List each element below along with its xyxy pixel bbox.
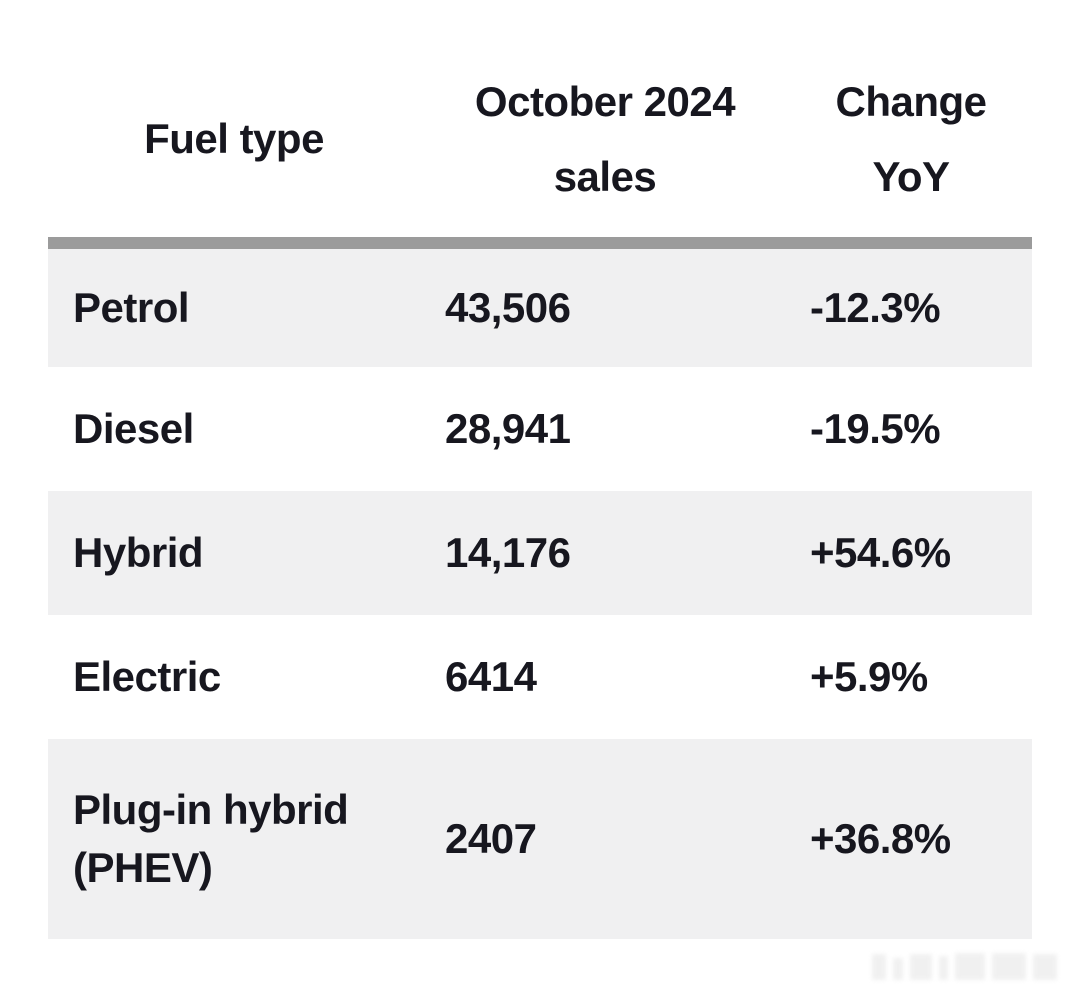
- column-header-change-yoy: Change YoY: [790, 0, 1032, 243]
- fuel-type-cell: Petrol: [48, 237, 420, 367]
- header-row: Fuel type October 2024 sales Change YoY: [48, 0, 1032, 243]
- column-header-label: Change: [835, 77, 987, 125]
- watermark-glyph: [872, 954, 886, 980]
- watermark-glyph: [1033, 954, 1057, 980]
- table-row-hybrid: Hybrid 14,176 +54.6%: [48, 491, 1032, 615]
- column-header-label: YoY: [872, 152, 950, 200]
- watermark-glyph: [910, 954, 932, 980]
- table-row-diesel: Diesel 28,941 -19.5%: [48, 367, 1032, 491]
- sales-cell: 28,941: [445, 405, 571, 452]
- sales-cell: 43,506: [420, 237, 790, 367]
- change-cell: +54.6%: [810, 529, 951, 576]
- change-cell: +5.9%: [810, 653, 928, 700]
- watermark-glyph: [955, 953, 985, 980]
- table-body: Petrol 43,506 -12.3% Diesel 28,941 -19.5…: [48, 237, 1032, 939]
- watermark-glyph: [992, 953, 1026, 980]
- watermark-glyph: [893, 958, 903, 980]
- sales-cell: 6414: [445, 653, 537, 700]
- fuel-type-cell: Electric: [73, 653, 221, 700]
- column-header-october-2024-sales: October 2024 sales: [420, 0, 790, 243]
- fuel-sales-table: Fuel type October 2024 sales Change YoY …: [48, 0, 1032, 939]
- column-header-label: Fuel type: [144, 115, 324, 162]
- change-cell: -12.3%: [790, 237, 1032, 367]
- change-cell: -19.5%: [810, 405, 941, 452]
- fuel-type-cell: Plug-in hybrid (PHEV): [73, 786, 349, 891]
- sales-cell: 2407: [445, 815, 537, 862]
- column-header-fuel-type: Fuel type: [48, 0, 420, 243]
- table-row-plug-in-hybrid: Plug-in hybrid (PHEV) 2407 +36.8%: [48, 739, 1032, 939]
- fuel-type-cell: Diesel: [73, 405, 194, 452]
- watermark: [872, 953, 1057, 980]
- sales-cell: 14,176: [445, 529, 571, 576]
- table-header: Fuel type October 2024 sales Change YoY: [48, 0, 1032, 243]
- column-header-label: October 2024: [474, 77, 736, 125]
- fuel-type-cell: Hybrid: [73, 529, 204, 576]
- table-row-petrol: Petrol 43,506 -12.3%: [48, 237, 1032, 367]
- watermark-glyph: [939, 956, 948, 980]
- change-cell: +36.8%: [810, 815, 951, 862]
- column-header-label: sales: [553, 152, 657, 200]
- table-row-electric: Electric 6414 +5.9%: [48, 615, 1032, 739]
